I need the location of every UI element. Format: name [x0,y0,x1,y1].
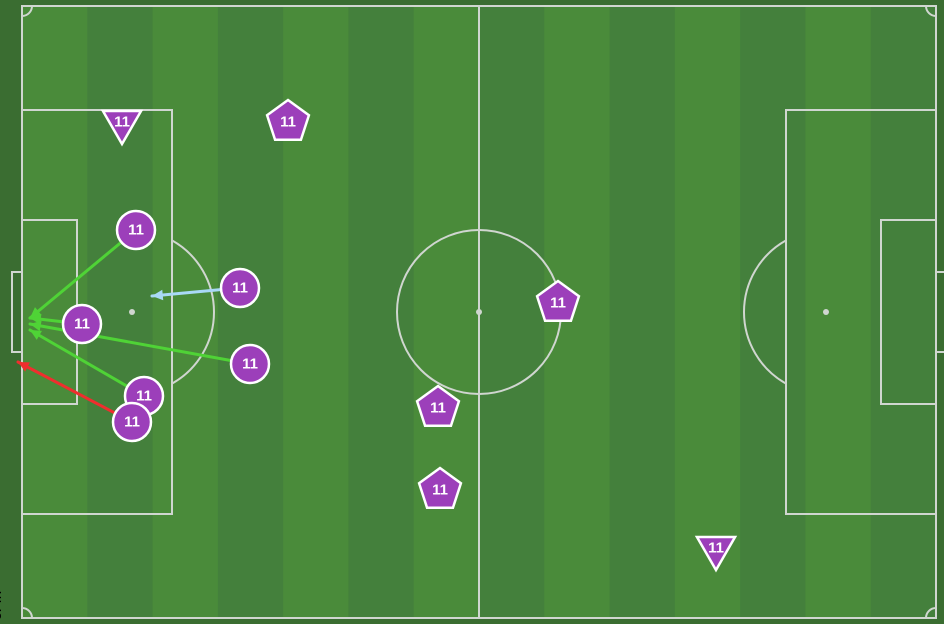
svg-text:11: 11 [136,388,152,405]
credit-label: OPTA [0,591,4,620]
svg-text:11: 11 [432,482,448,499]
svg-text:11: 11 [430,400,446,417]
svg-text:11: 11 [124,414,140,431]
svg-text:11: 11 [280,114,296,131]
svg-text:11: 11 [708,540,724,557]
svg-text:11: 11 [550,295,566,312]
shot-marker-circle: 11 [231,345,269,383]
svg-text:11: 11 [74,316,90,333]
shot-marker-circle: 11 [117,211,155,249]
svg-text:11: 11 [242,356,258,373]
pitch-container: 11 11 11 11 11 11 11 11 11 11 11 11 [0,0,944,624]
svg-text:11: 11 [114,114,130,131]
shot-marker-circle: 11 [63,305,101,343]
shot-marker-circle: 11 [113,403,151,441]
svg-text:11: 11 [232,280,248,297]
svg-text:11: 11 [128,222,144,239]
shot-marker-circle: 11 [221,269,259,307]
pitch-diagram: 11 11 11 11 11 11 11 11 11 11 11 11 [0,0,944,624]
